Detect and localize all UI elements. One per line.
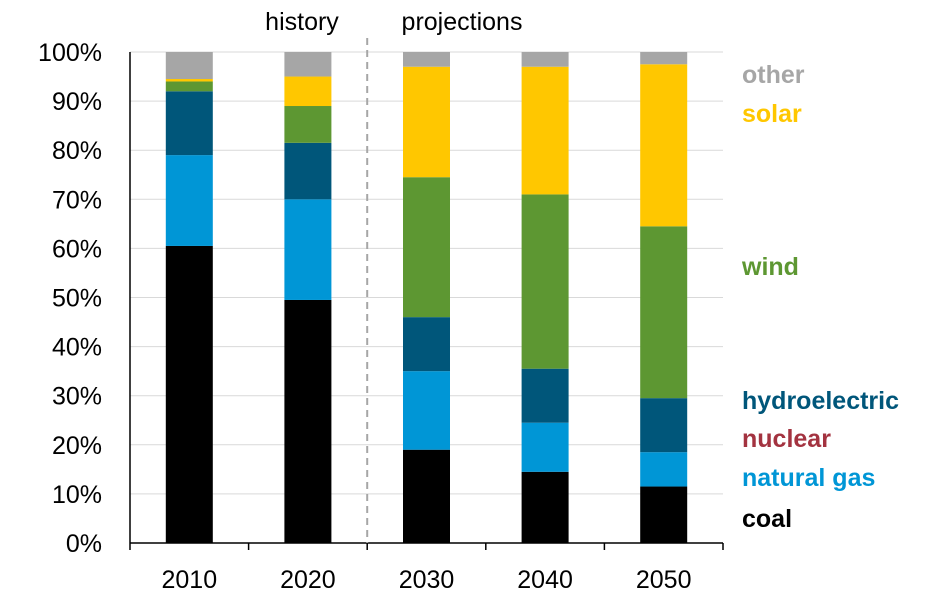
bar-2050-hydroelectric xyxy=(640,398,688,453)
y-tick-label: 10% xyxy=(52,481,102,509)
bar-2040-solar xyxy=(521,66,569,195)
bar-2010-natural-gas xyxy=(165,155,213,246)
bar-2020-hydroelectric xyxy=(284,142,332,200)
bar-2020-coal xyxy=(284,299,332,543)
projections-label: projections xyxy=(402,8,523,36)
y-tick-label: 30% xyxy=(52,383,102,411)
bar-2040-coal xyxy=(521,471,569,543)
legend-other: other xyxy=(742,61,805,89)
bar-2020-solar xyxy=(284,76,332,107)
bar-2030-wind xyxy=(403,177,450,318)
legend-nuclear: nuclear xyxy=(742,425,831,453)
bar-2010-hydroelectric xyxy=(165,91,213,156)
bar-2010-solar xyxy=(165,79,213,82)
bar-2030-hydroelectric xyxy=(403,317,450,372)
bar-2030-other xyxy=(403,52,450,67)
bar-2020-other xyxy=(284,52,332,77)
y-tick-label: 70% xyxy=(52,186,102,214)
bar-2050-natural-gas xyxy=(640,452,688,487)
legend-wind: wind xyxy=(741,253,799,281)
legend-coal: coal xyxy=(742,505,792,533)
axes xyxy=(129,52,724,550)
legend: other solar wind hydroelectric nuclear natura… xyxy=(741,61,899,533)
bar-2040-hydroelectric xyxy=(521,368,569,423)
legend-hydroelectric: hydroelectric xyxy=(742,387,899,415)
y-tick-label: 20% xyxy=(52,432,102,460)
x-tick-label: 2050 xyxy=(636,566,692,593)
bar-2040-other xyxy=(521,52,569,67)
x-tick-label: 2040 xyxy=(517,566,573,593)
bar-2020-natural-gas xyxy=(284,199,332,300)
y-tick-label: 40% xyxy=(52,334,102,362)
bars xyxy=(165,52,688,543)
bar-2050-other xyxy=(640,52,688,65)
history-label: history xyxy=(265,8,339,36)
bar-2040-natural-gas xyxy=(521,422,569,472)
x-tick-label: 2020 xyxy=(280,566,336,593)
y-tick-label: 50% xyxy=(52,285,102,313)
bar-2050-coal xyxy=(640,486,688,543)
bar-2050-wind xyxy=(640,226,688,399)
y-tick-label: 60% xyxy=(52,235,102,263)
bar-2010-other xyxy=(165,52,213,80)
bar-2050-solar xyxy=(640,64,688,227)
x-tick-label: 2010 xyxy=(161,566,217,593)
bar-2030-natural-gas xyxy=(403,371,450,450)
legend-solar: solar xyxy=(742,100,802,128)
y-tick-labels: 0% 10% 20% 30% 40% 50% 60% 70% 80% 90% 100% xyxy=(38,39,102,558)
y-tick-label: 0% xyxy=(66,530,102,558)
bar-2020-wind xyxy=(284,106,332,143)
x-tick-labels: 2010 2020 2030 2040 2050 xyxy=(161,566,691,593)
y-tick-label: 80% xyxy=(52,137,102,165)
bar-2030-coal xyxy=(403,449,450,543)
y-tick-label: 90% xyxy=(52,88,102,116)
bar-2010-coal xyxy=(165,245,213,543)
y-tick-label: 100% xyxy=(38,39,102,67)
bar-2010-wind xyxy=(165,81,213,92)
legend-natural-gas: natural gas xyxy=(742,464,875,492)
bar-2040-wind xyxy=(521,194,569,369)
bar-2030-solar xyxy=(403,66,450,178)
x-tick-label: 2030 xyxy=(399,566,455,593)
